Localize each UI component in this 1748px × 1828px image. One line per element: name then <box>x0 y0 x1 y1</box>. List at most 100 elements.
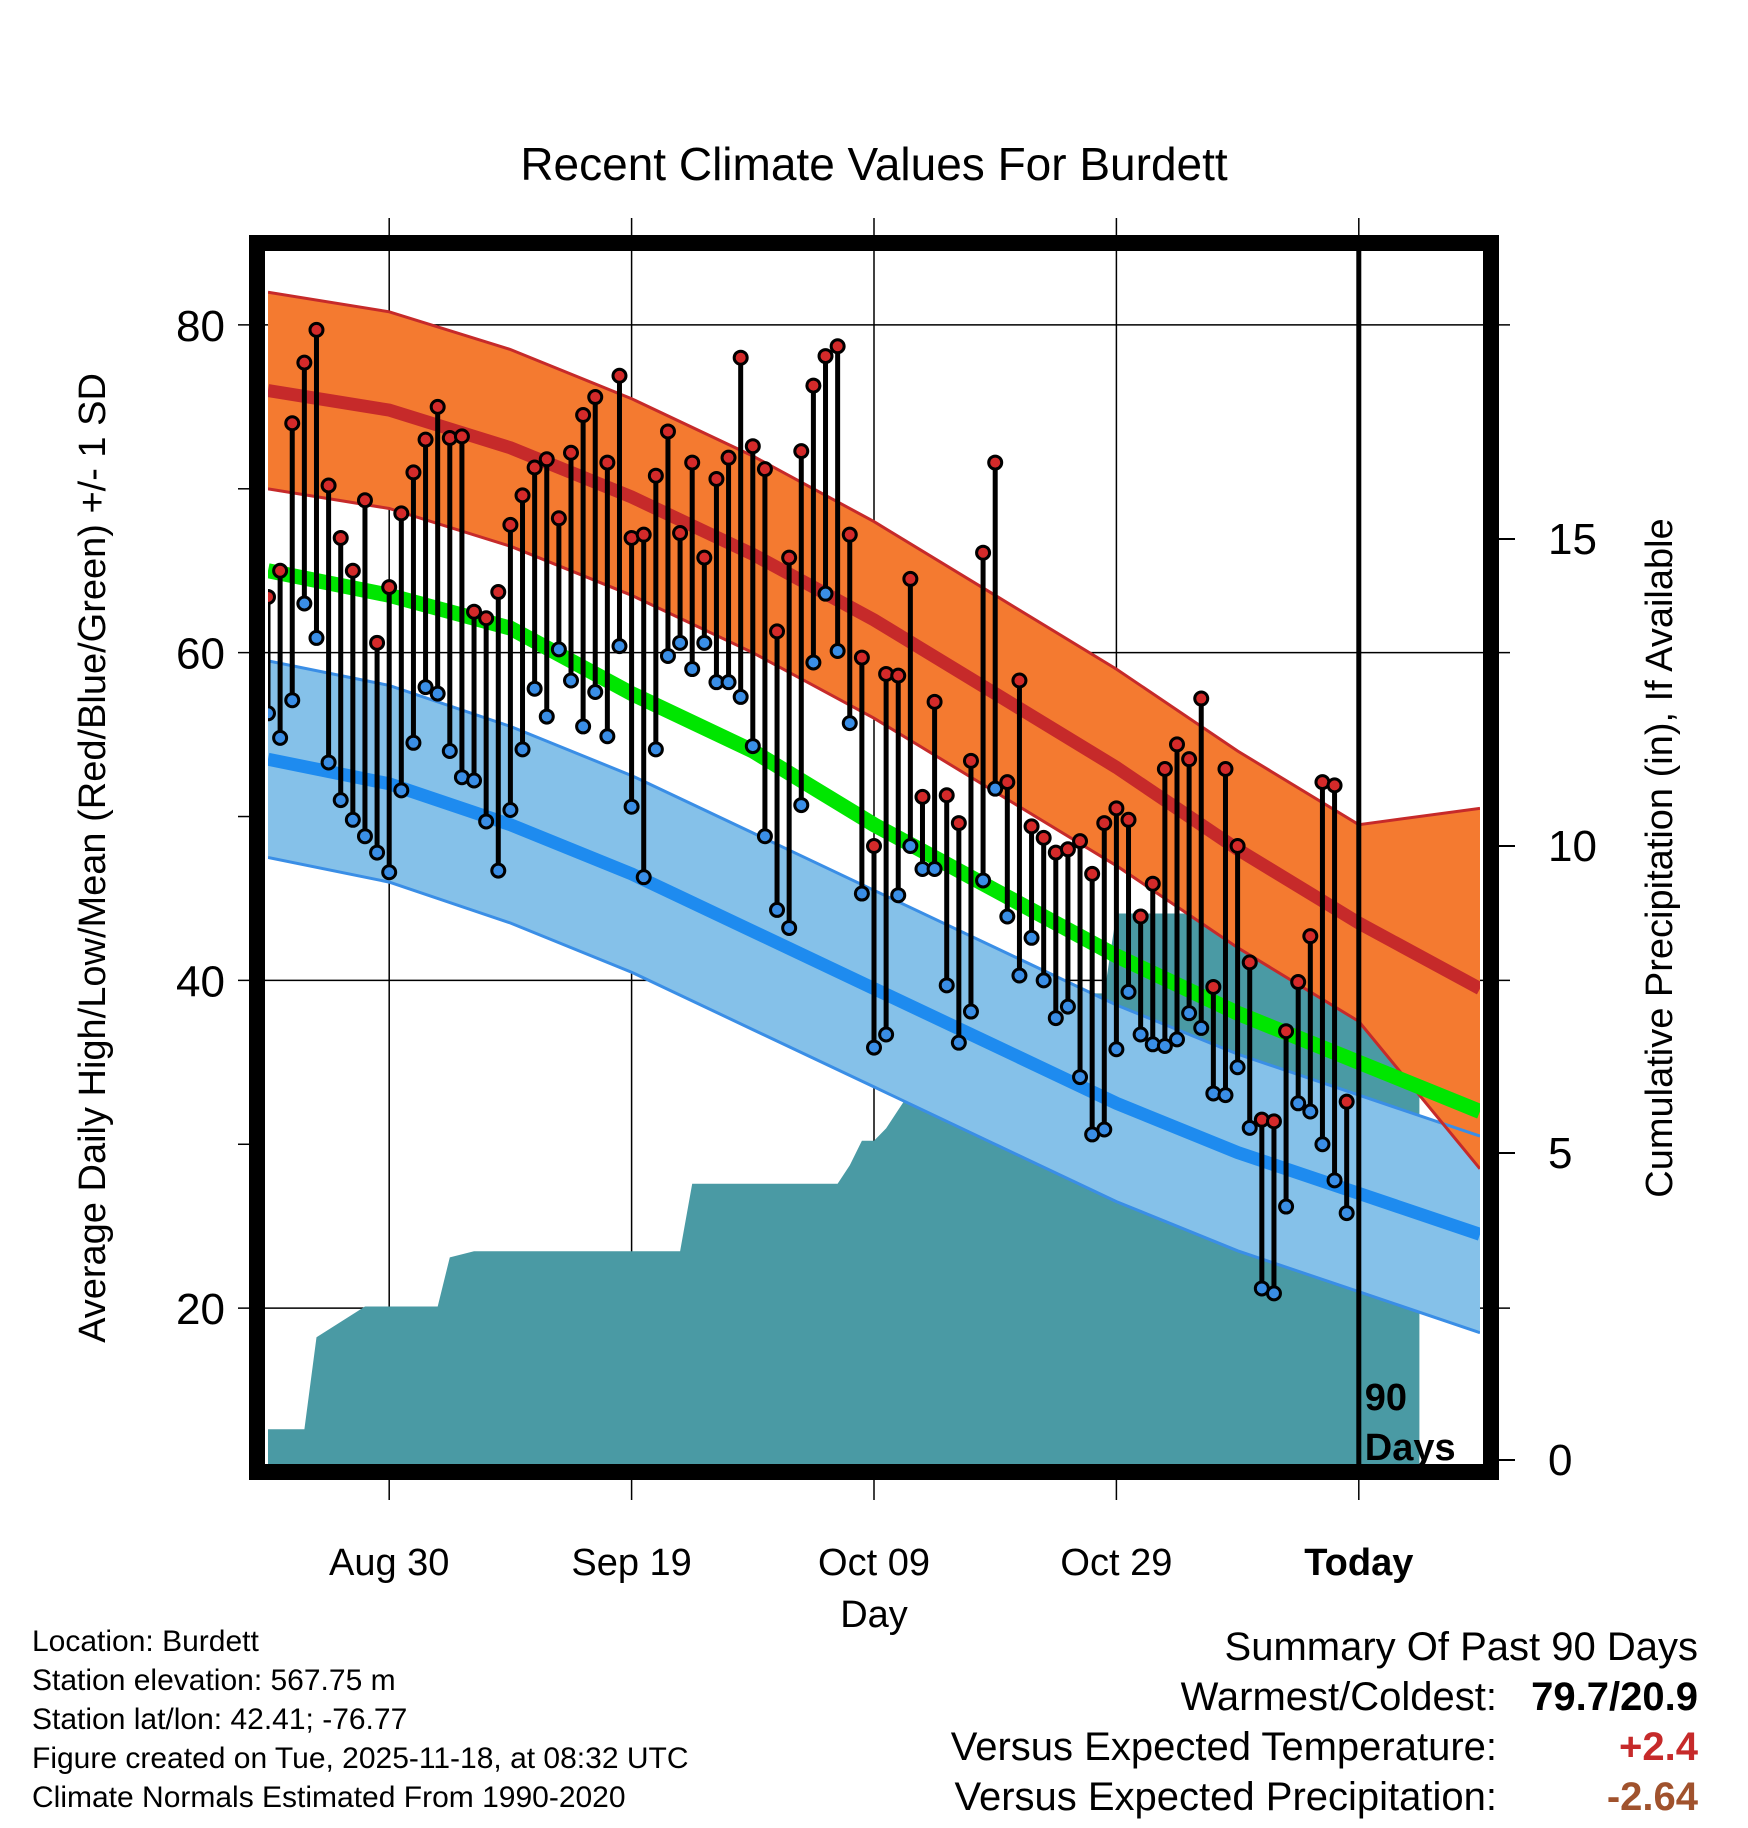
x-tick-oct-09: Oct 09 <box>818 1542 930 1584</box>
day-78 <box>1193 690 1210 1036</box>
day-62 <box>999 774 1016 925</box>
x-tick-aug-30: Aug 30 <box>329 1542 449 1584</box>
high-point <box>369 634 386 651</box>
high-point <box>684 454 701 471</box>
day-26 <box>563 444 579 689</box>
day-10 <box>369 634 386 861</box>
high-point <box>696 549 713 566</box>
day-84 <box>1265 1113 1282 1302</box>
high-point <box>926 693 943 710</box>
low-point <box>829 643 846 660</box>
day-18 <box>466 603 483 789</box>
station-info: Location: Burdett Station elevation: 567… <box>32 1622 689 1817</box>
high-point <box>1302 928 1319 945</box>
high-point <box>1181 751 1198 768</box>
day-7 <box>332 529 349 809</box>
low-point <box>320 754 337 771</box>
low-point <box>332 792 349 809</box>
day-64 <box>1023 818 1040 946</box>
high-point <box>1108 800 1125 817</box>
chart-title: Recent Climate Values For Burdett <box>520 138 1228 190</box>
low-point <box>1193 1019 1210 1036</box>
low-point <box>575 718 592 735</box>
high-point <box>890 667 907 684</box>
high-point <box>268 588 276 605</box>
low-point <box>550 641 567 658</box>
low-point <box>623 798 640 815</box>
y2-tick-10: 10 <box>1548 822 1597 871</box>
low-point <box>526 680 543 697</box>
low-point <box>1132 1026 1149 1043</box>
day-33 <box>647 467 664 758</box>
high-point <box>417 431 434 448</box>
high-point <box>490 584 507 601</box>
high-band-upper-edge <box>268 290 1480 827</box>
day-28 <box>587 389 604 700</box>
day-56 <box>926 693 943 877</box>
high-point <box>1023 818 1040 835</box>
low-point <box>393 782 410 799</box>
day-3 <box>284 415 301 709</box>
high-point <box>1169 736 1185 753</box>
high-point <box>296 354 313 371</box>
low-point <box>647 741 664 758</box>
high-point <box>1193 690 1210 707</box>
day-2 <box>272 562 289 746</box>
day-41 <box>744 438 761 755</box>
low-point <box>975 872 992 889</box>
day-27 <box>575 407 592 735</box>
high-point <box>526 459 543 476</box>
low-point <box>1108 1041 1125 1058</box>
summary-panel: Summary Of Past 90 Days Warmest/Coldest:… <box>951 1622 1698 1822</box>
high-point <box>805 377 822 394</box>
high-point <box>1326 777 1343 794</box>
high-point <box>405 464 422 481</box>
day-87 <box>1302 928 1319 1120</box>
y2-axis-label: Cumulative Precipitation (in), If Availa… <box>1639 518 1681 1197</box>
y2-tick-0: 0 <box>1548 1436 1572 1485</box>
warmest-coldest-label: Warmest/Coldest: <box>1180 1675 1497 1719</box>
high-point <box>708 470 725 487</box>
day-8 <box>344 562 361 828</box>
low-point <box>684 661 701 678</box>
low-point <box>793 797 810 814</box>
high-point <box>550 510 567 527</box>
day-44 <box>781 549 798 936</box>
high-point <box>962 752 979 769</box>
low-point <box>1314 1136 1331 1153</box>
high-point <box>987 454 1004 471</box>
low-point <box>405 734 422 751</box>
day-4 <box>296 354 313 612</box>
low-point <box>950 1034 967 1051</box>
day-39 <box>720 449 737 691</box>
low-point <box>1120 983 1137 1000</box>
high-point <box>1338 1093 1355 1110</box>
day-11 <box>381 579 398 881</box>
day-14 <box>417 431 434 696</box>
low-point <box>587 683 604 700</box>
high-point <box>514 487 531 504</box>
high-point <box>502 516 519 533</box>
low-point <box>1229 1059 1246 1076</box>
low-point <box>308 629 325 646</box>
high-point <box>950 815 967 832</box>
low-point <box>841 715 858 732</box>
day-80 <box>1217 761 1234 1104</box>
day-59 <box>962 752 979 1020</box>
day-23 <box>526 459 543 697</box>
high-point <box>732 349 749 366</box>
high-point <box>1059 841 1076 858</box>
low-point <box>441 742 458 759</box>
axis-ticks: 20 40 60 80 0 5 10 15 Aug 30 Sep 19 Oct 09 Oct 29 To… <box>176 302 1597 1584</box>
low-point <box>696 634 713 651</box>
day-88 <box>1314 774 1331 1153</box>
low-point <box>672 634 689 651</box>
low-point <box>1035 972 1052 989</box>
low-point <box>1181 1005 1198 1022</box>
low-point <box>1338 1205 1355 1222</box>
high-point <box>1035 829 1052 846</box>
day-42 <box>756 461 773 845</box>
low-point <box>538 708 555 725</box>
day-61 <box>987 454 1004 797</box>
